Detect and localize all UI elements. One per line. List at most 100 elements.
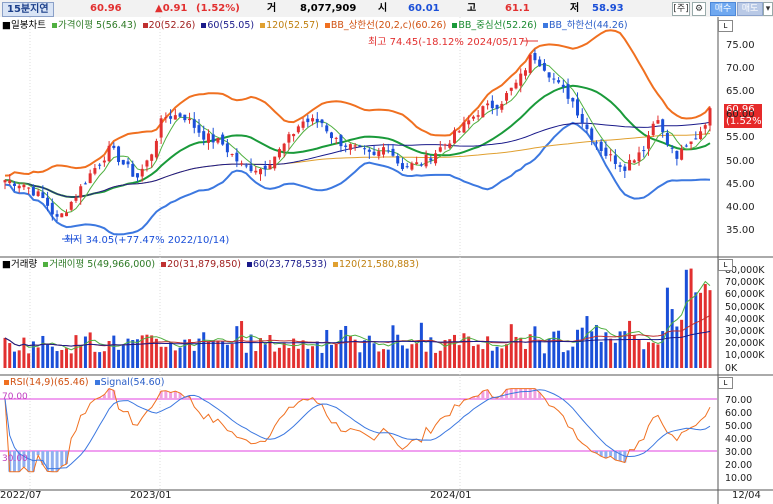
volume-bar [396, 334, 400, 368]
volume-bar [471, 346, 475, 368]
candle [273, 156, 277, 171]
candle-body [495, 104, 499, 109]
delay-tag[interactable]: 15분지연 [2, 2, 54, 17]
volume-bar [452, 334, 456, 368]
candle [211, 127, 215, 149]
bb-upper-swatch [324, 22, 330, 28]
volume-bar [126, 338, 130, 368]
vma20-legend: 20(31,879,850) [167, 259, 242, 270]
volume-bar [93, 351, 97, 368]
candle-body [173, 115, 177, 120]
candle [538, 56, 542, 67]
rsi-scale-button[interactable]: L [718, 377, 733, 389]
candle [670, 145, 674, 154]
candle [604, 141, 608, 159]
volume-bar [287, 348, 291, 368]
candle-body [79, 186, 83, 198]
candle [173, 108, 177, 120]
candle-body [249, 165, 253, 172]
candle [646, 131, 650, 156]
candle [249, 158, 253, 173]
current-price-box: 60.96 (1.52%) [724, 104, 766, 128]
candle-body [74, 197, 78, 201]
candle [159, 115, 163, 144]
candle [590, 126, 594, 146]
price-scale-button[interactable]: L [718, 20, 733, 32]
candle-body [400, 163, 404, 170]
candle-body [646, 135, 650, 149]
x-tick-end: 12/04 [732, 490, 761, 501]
stock-type-button[interactable]: [주] [672, 2, 690, 16]
gear-icon[interactable]: ⚙ [692, 2, 706, 16]
rsi-tick: 60.00 [725, 408, 753, 419]
candle-body [277, 149, 281, 158]
volume-bar [169, 342, 173, 368]
last-price: 60.96 [90, 3, 122, 14]
candle-body [670, 147, 674, 149]
volume-bar [140, 335, 144, 368]
volume-bar [268, 335, 272, 368]
candle-body [36, 191, 40, 196]
candle [623, 163, 627, 178]
volume-bar [292, 338, 296, 368]
candle [410, 161, 414, 171]
volume-bar [235, 326, 239, 368]
sell-button[interactable]: 매도 [737, 2, 763, 16]
candle-body [164, 117, 168, 119]
candle [481, 105, 485, 118]
candle [382, 143, 386, 158]
volume-bar [36, 347, 40, 368]
volume-scale-button[interactable]: L [718, 259, 733, 271]
volume-bar [613, 342, 617, 368]
candle [367, 147, 371, 159]
candle [665, 129, 669, 147]
candle [88, 169, 92, 184]
rsi-tick: 50.00 [725, 421, 753, 432]
volume-bar [188, 339, 192, 368]
volume-bar [225, 344, 229, 368]
rsi-tick: 40.00 [725, 434, 753, 445]
candle-body [689, 141, 693, 145]
volume-bar [12, 351, 16, 368]
volume-bar [694, 292, 698, 368]
candle-body [273, 156, 277, 169]
chevron-down-icon[interactable]: ▾ [763, 2, 773, 16]
volume-bar [661, 331, 665, 368]
candle [216, 138, 220, 145]
rsi-legend: RSI(14,9)(65.46) Signal(54.60) [2, 377, 165, 389]
candle [708, 106, 712, 132]
volume-bar [590, 331, 594, 368]
candle-body [254, 170, 258, 173]
volume-bar [580, 327, 584, 368]
candle [467, 115, 471, 129]
volume-bar [651, 342, 655, 368]
candle-body [206, 133, 210, 143]
volume-bar [689, 268, 693, 368]
candle [117, 145, 121, 166]
bb-lower-legend: BB_하한선(44.26) [549, 20, 628, 31]
candle [642, 145, 646, 158]
candle-body [632, 160, 636, 163]
buy-button[interactable]: 매수 [710, 2, 736, 16]
candle [694, 131, 698, 140]
volume-tick: 80,000K [725, 265, 765, 276]
candle-body [31, 186, 35, 196]
volume-bar [552, 331, 556, 368]
candle [244, 163, 248, 169]
candle [164, 112, 168, 123]
candle [17, 183, 21, 193]
candle [202, 125, 206, 146]
candle [150, 153, 154, 168]
volume-bar [642, 349, 646, 368]
candle [3, 179, 7, 190]
rsi-tick: 10.00 [725, 473, 753, 484]
candle-body [169, 116, 173, 119]
volume-tick: 60,000K [725, 289, 765, 301]
vma60-swatch [247, 261, 253, 267]
candle [557, 77, 561, 84]
stock-chart[interactable] [0, 17, 773, 504]
candle-body [415, 162, 419, 165]
current-pct-label: (1.52%) [726, 116, 766, 127]
candle [36, 188, 40, 197]
candle-body [500, 103, 504, 110]
